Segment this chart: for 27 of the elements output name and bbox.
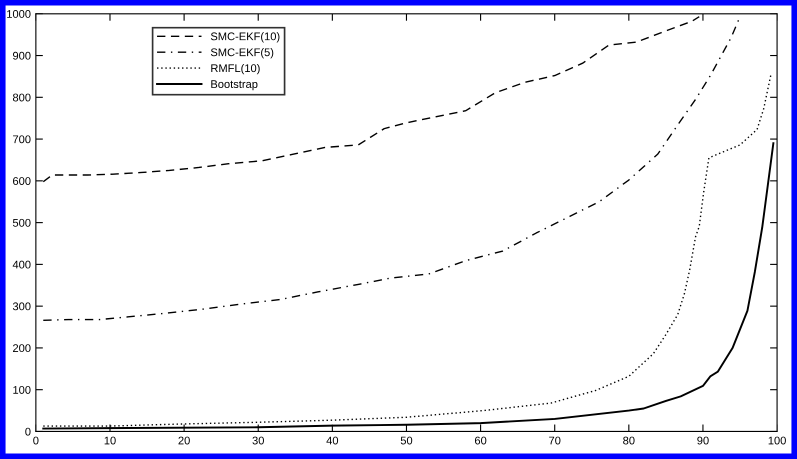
y-tick-label: 600	[13, 177, 31, 185]
y-tick-label: 700	[13, 135, 31, 144]
x-tick-label: 90	[697, 436, 709, 444]
legend-label: RMFL(10)	[211, 64, 260, 74]
y-tick-label: 100	[13, 386, 31, 394]
x-tick-label: 70	[549, 436, 560, 444]
line-series	[42, 72, 772, 427]
x-tick-label: 100	[768, 436, 786, 444]
x-tick-label: 30	[252, 436, 264, 444]
x-tick-label: 50	[400, 436, 412, 444]
y-tick-label: 0	[25, 428, 31, 436]
x-tick-label: 60	[474, 436, 486, 444]
y-tick-label: 800	[12, 94, 31, 102]
x-tick-label: 10	[104, 436, 116, 444]
y-tick-label: 400	[12, 260, 31, 269]
legend-label: SMC-EKF(10)	[210, 32, 280, 42]
y-tick-label: 200	[13, 344, 31, 352]
y-tick-label: 300	[12, 302, 31, 310]
x-tick-label: 20	[178, 436, 190, 444]
legend-label: Bootstrap	[211, 80, 258, 90]
x-tick-label: 0	[33, 436, 39, 444]
x-tick-label: 40	[326, 436, 338, 444]
y-tick-label: 900	[12, 52, 31, 60]
y-tick-label: 1000	[7, 10, 31, 18]
legend-label: SMC-EKF(5)	[210, 48, 274, 58]
x-tick-label: 80	[623, 436, 635, 444]
y-tick-label: 500	[12, 218, 31, 227]
